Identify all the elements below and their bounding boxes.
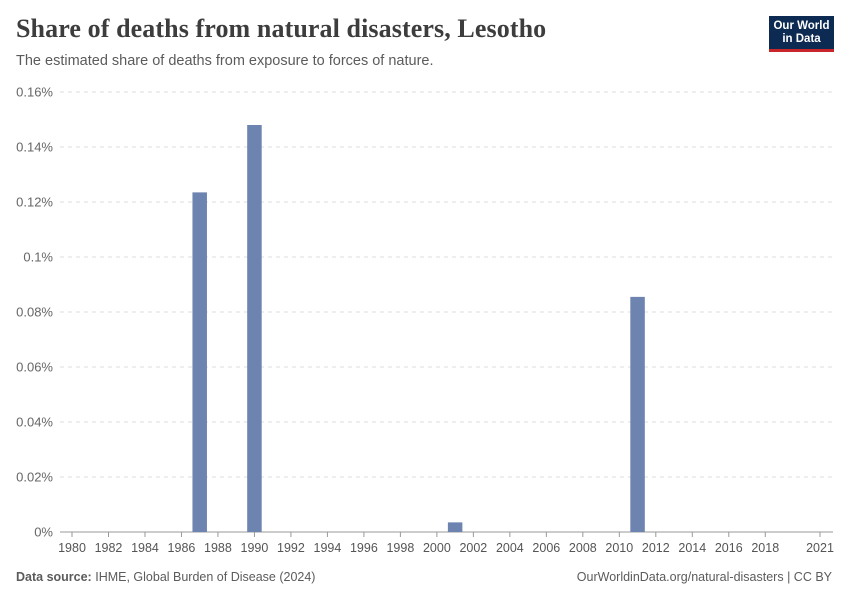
x-tick-label: 1988 [204,541,232,555]
data-source-label: Data source: [16,570,92,584]
y-tick-label: 0.12% [16,195,53,210]
chart-title: Share of deaths from natural disasters, … [16,14,547,43]
y-tick-label: 0.04% [16,415,53,430]
bar [630,296,645,532]
chart-subtitle: The estimated share of deaths from expos… [16,53,434,69]
x-tick-label: 1982 [95,541,123,555]
x-tick-label: 2014 [678,541,706,555]
y-tick-label: 0.16% [16,85,53,100]
footer-link[interactable]: OurWorldinData.org/natural-disasters | C… [576,570,832,584]
y-tick-label: 0% [34,525,53,540]
y-tick-label: 0.02% [16,470,53,485]
bar [192,192,207,532]
data-source-text: IHME, Global Burden of Disease (2024) [95,570,316,584]
x-tick-label: 2000 [423,541,451,555]
x-tick-label: 2008 [569,541,597,555]
y-tick-label: 0.08% [16,305,53,320]
x-tick-label: 2010 [605,541,633,555]
x-tick-label: 1980 [58,541,86,555]
logo-line-1: Our World [773,20,830,32]
x-tick-label: 1992 [277,541,305,555]
x-tick-label: 1990 [241,541,269,555]
x-tick-label: 1996 [350,541,378,555]
y-tick-label: 0.14% [16,140,53,155]
x-tick-label: 1984 [131,541,159,555]
bar [447,522,463,532]
y-tick-label: 0.06% [16,360,53,375]
x-tick-label: 2018 [751,541,779,555]
x-tick-label: 1986 [168,541,196,555]
x-tick-label: 2016 [715,541,743,555]
x-tick-label: 2004 [496,541,524,555]
x-tick-label: 2012 [642,541,670,555]
x-tick-label: 2006 [532,541,560,555]
x-tick-label: 2021 [806,541,834,555]
bar [247,125,262,532]
data-source: Data source: IHME, Global Burden of Dise… [16,570,315,584]
logo-line-2: in Data [782,33,821,45]
x-tick-label: 1994 [314,541,342,555]
owid-logo[interactable]: Our World in Data [769,16,834,52]
y-tick-label: 0.1% [23,250,53,265]
x-tick-label: 2002 [459,541,487,555]
x-tick-label: 1998 [386,541,414,555]
